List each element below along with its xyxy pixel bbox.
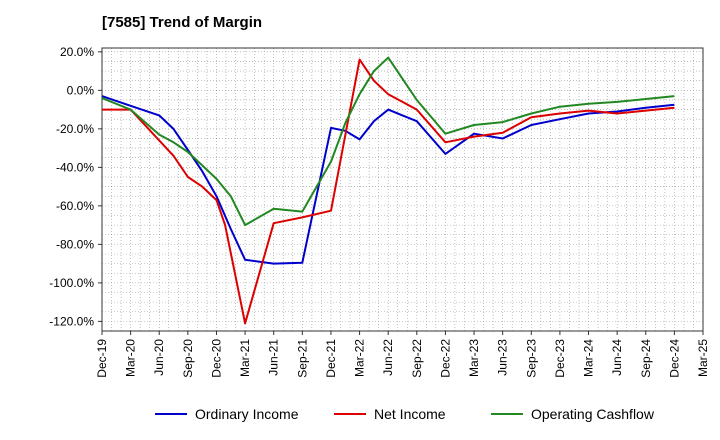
x-tick-label: Sep-22 [410, 339, 424, 378]
grid-lines [101, 48, 704, 331]
y-tick-label: -20.0% [56, 122, 94, 136]
y-tick-label: 20.0% [60, 45, 94, 59]
x-axis-tick-labels: Dec-19 Mar-20 Jun-20 Sep-20 Dec-20 Mar-21 Jun-… [95, 331, 710, 378]
x-tick-label: Dec-19 [95, 339, 109, 378]
x-tick-label: Dec-21 [324, 339, 338, 378]
legend-label: Ordinary Income [195, 406, 299, 422]
x-tick-label: Dec-23 [553, 339, 567, 378]
series-line-net-income [102, 58, 675, 325]
y-tick-label: -120.0% [49, 314, 94, 328]
x-tick-label: Jun-24 [610, 339, 624, 376]
x-tick-label: Sep-21 [295, 339, 309, 378]
x-tick-label: Dec-20 [209, 339, 223, 378]
x-tick-label: Mar-20 [124, 339, 138, 377]
x-tick-label: Mar-22 [353, 339, 367, 377]
y-tick-label: 0.0% [67, 83, 95, 97]
plot-area-frame [101, 47, 704, 332]
x-tick-label: Jun-20 [152, 339, 166, 376]
x-tick-label: Mar-23 [467, 339, 481, 377]
x-tick-label: Sep-20 [181, 339, 195, 378]
y-tick-label: -80.0% [56, 237, 94, 251]
legend-label: Net Income [374, 406, 446, 422]
x-tick-label: Jun-22 [381, 339, 395, 376]
y-axis-tick-labels: 20.0% 0.0% -20.0% -40.0% -60.0% -80.0% -100.0%… [49, 45, 102, 328]
x-tick-label: Jun-23 [496, 339, 510, 376]
x-tick-label: Mar-21 [238, 339, 252, 377]
x-tick-label: Dec-22 [438, 339, 452, 378]
series-line-operating-cashflow [101, 56, 675, 227]
x-tick-label: Mar-24 [582, 339, 596, 377]
series-lines [101, 56, 675, 325]
series-line-ordinary-income [101, 95, 675, 265]
y-tick-label: -100.0% [49, 276, 94, 290]
x-tick-label: Dec-24 [667, 339, 681, 378]
chart-title: [7585] Trend of Margin [102, 14, 263, 31]
y-tick-label: -40.0% [56, 160, 94, 174]
x-tick-label: Sep-23 [524, 339, 538, 378]
y-tick-label: -60.0% [56, 199, 94, 213]
x-tick-label: Jun-21 [267, 339, 281, 376]
x-tick-label: Mar-25 [696, 339, 710, 377]
x-tick-label: Sep-24 [639, 339, 653, 378]
legend-label: Operating Cashflow [531, 406, 655, 422]
legend: Ordinary Income Net Income Operating Cashf… [155, 406, 655, 422]
